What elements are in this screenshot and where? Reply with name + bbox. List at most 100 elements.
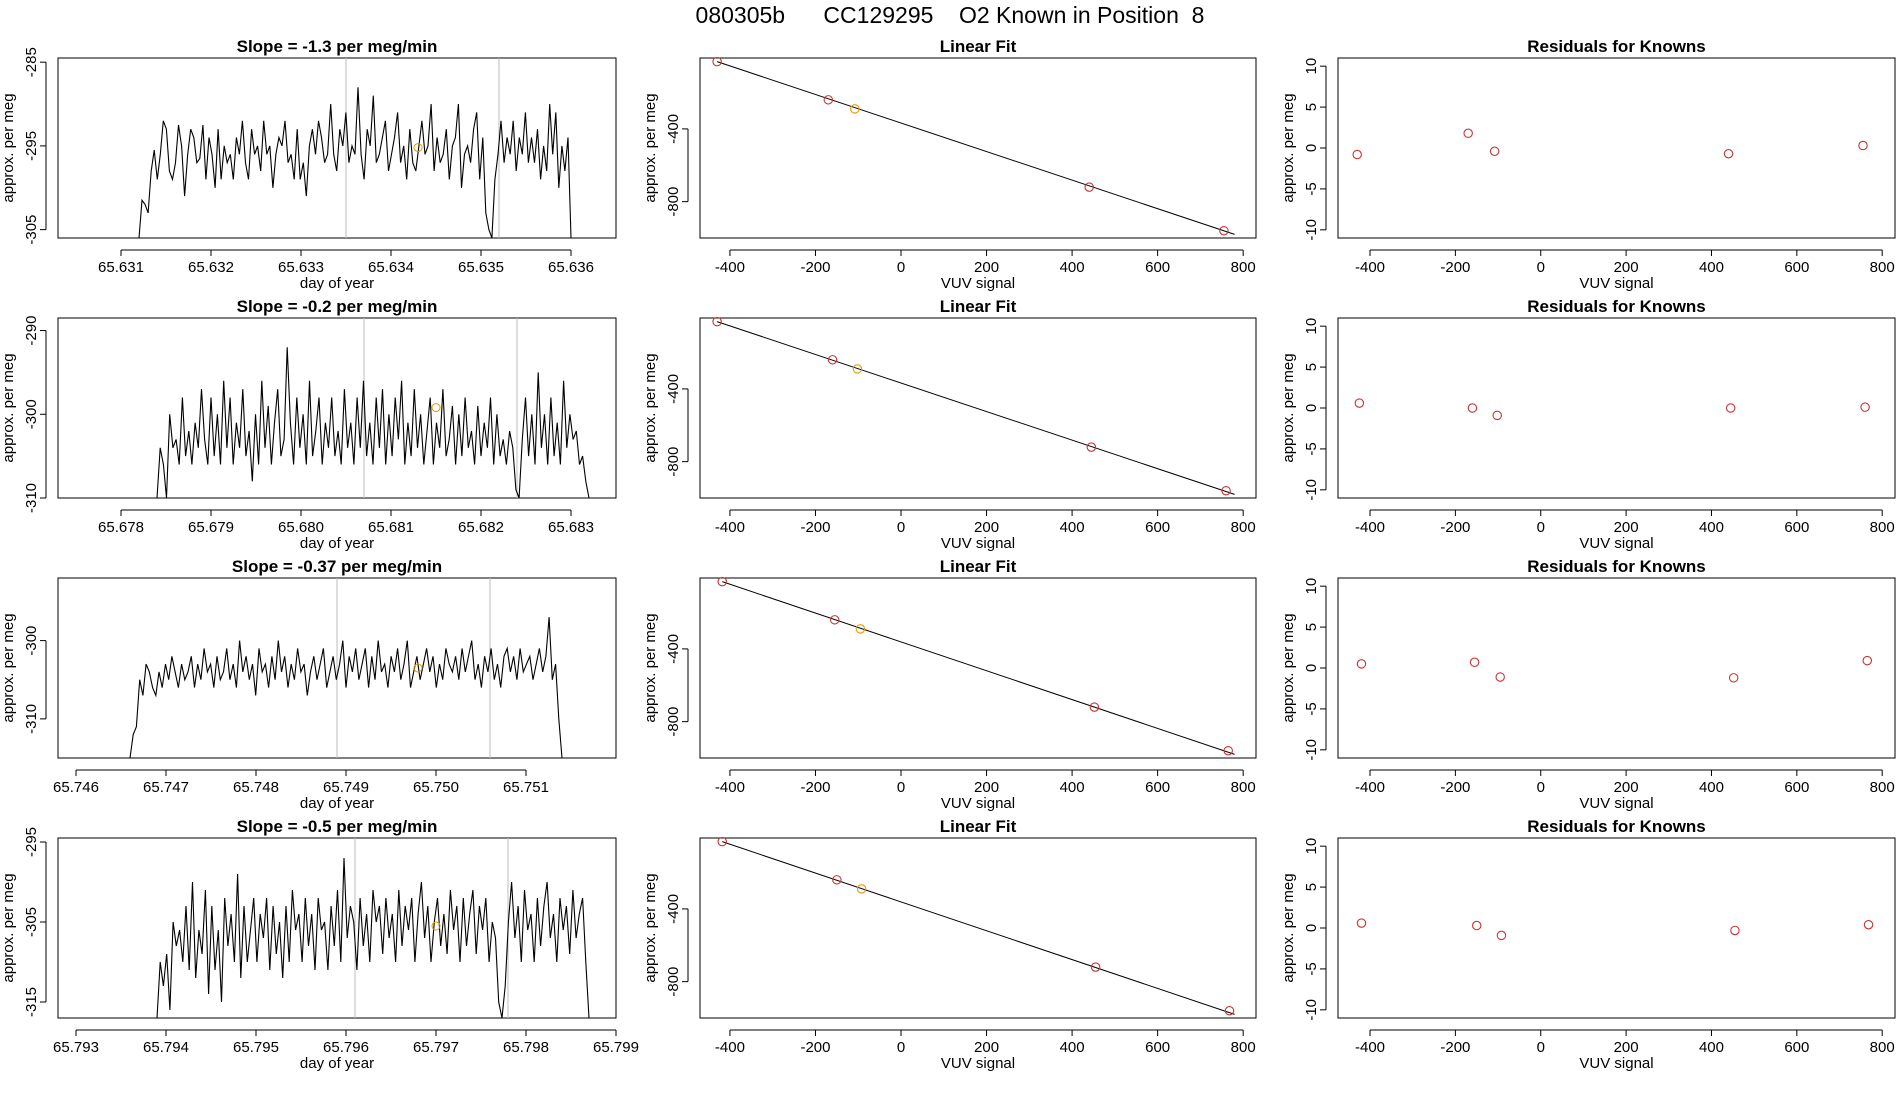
x-axis-label: day of year: [300, 535, 374, 552]
x-tick-label: 65.746: [53, 779, 99, 796]
data-point: [1495, 672, 1505, 682]
x-tick-label: 65.798: [503, 1039, 549, 1056]
x-tick-label: 65.679: [188, 519, 234, 536]
panel-title: Residuals for Knowns: [1527, 297, 1706, 316]
y-tick-label: -10: [1303, 999, 1320, 1021]
data-point: [1356, 659, 1367, 669]
x-tick-label: 400: [1699, 519, 1724, 536]
panel-r2-c1: Linear Fit -400 -200 0 200 400 600 800 VUV signa…: [642, 557, 1257, 812]
average-marker: [431, 403, 441, 413]
data-point: [1089, 702, 1100, 712]
data-point: [1860, 402, 1870, 412]
x-tick-label: 65.750: [413, 779, 459, 796]
fit-line: [716, 61, 1235, 235]
x-tick-label: 600: [1145, 519, 1170, 536]
y-axis-label: approx. per meg: [642, 93, 659, 202]
average-marker: [413, 663, 423, 673]
x-axis-label: VUV signal: [1579, 795, 1653, 812]
series-line: [138, 87, 572, 238]
x-tick-label: 65.751: [503, 779, 549, 796]
x-tick-label: -200: [1440, 519, 1470, 536]
x-tick-label: 600: [1784, 259, 1809, 276]
x-tick-label: 65.748: [233, 779, 279, 796]
y-axis-label: approx. per meg: [0, 873, 17, 982]
panel-title: Residuals for Knowns: [1527, 37, 1706, 56]
x-tick-label: 65.636: [548, 259, 594, 276]
y-tick-label: -800: [665, 707, 682, 737]
panel-title: Slope = -1.3 per meg/min: [237, 37, 438, 56]
data-point: [1492, 410, 1502, 421]
figure-title: 080305b CC129295 O2 Known in Position 8: [695, 2, 1205, 28]
x-tick-label: 800: [1231, 259, 1256, 276]
panel-title: Slope = -0.37 per meg/min: [232, 557, 442, 576]
data-point: [1728, 673, 1739, 683]
data-point: [1463, 128, 1473, 139]
panel-r0-c2: Residuals for Knowns -400 -200 0 200 400 600 80…: [1280, 37, 1896, 292]
plot-frame: [57, 317, 617, 499]
y-tick-label: 10: [1303, 838, 1320, 855]
data-point: [712, 56, 722, 67]
x-tick-label: 800: [1231, 779, 1256, 796]
x-tick-label: -200: [1440, 1039, 1470, 1056]
x-tick-label: 65.631: [98, 259, 144, 276]
y-tick-label: -10: [1303, 739, 1320, 761]
x-tick-label: -400: [1355, 1039, 1385, 1056]
x-axis-label: day of year: [300, 275, 374, 292]
panel-title: Linear Fit: [940, 297, 1017, 316]
x-tick-label: -400: [1355, 259, 1385, 276]
plot-frame: [57, 57, 617, 239]
x-tick-label: 600: [1145, 779, 1170, 796]
y-tick-label: -305: [23, 215, 40, 245]
plot-frame: [1337, 837, 1896, 1019]
x-tick-label: 0: [897, 519, 905, 536]
y-axis-label: approx. per meg: [1280, 613, 1297, 722]
data-point: [1858, 140, 1868, 151]
x-tick-label: 800: [1870, 519, 1895, 536]
data-point: [1356, 918, 1367, 928]
y-tick-label: 5: [1303, 103, 1320, 111]
x-axis-label: VUV signal: [941, 1055, 1015, 1072]
panel-title: Linear Fit: [940, 817, 1017, 836]
panel-r2-c0: Slope = -0.37 per meg/min 65.746 65.747 65.…: [0, 557, 617, 812]
x-axis-label: VUV signal: [1579, 1055, 1653, 1072]
panel-r1-c1: Linear Fit -400 -200 0 200 400 600 800 VUV signa…: [642, 297, 1257, 552]
x-tick-label: 0: [1537, 779, 1545, 796]
x-tick-label: 400: [1060, 259, 1085, 276]
x-tick-label: -200: [1440, 779, 1470, 796]
plot-frame: [1337, 577, 1896, 759]
data-point: [1219, 225, 1229, 236]
data-point: [852, 364, 863, 374]
data-point: [832, 875, 842, 885]
x-tick-label: 65.680: [278, 519, 324, 536]
y-tick-label: -400: [665, 894, 682, 924]
x-tick-label: -200: [800, 779, 830, 796]
x-tick-label: 800: [1870, 779, 1895, 796]
plot-frame: [699, 57, 1257, 239]
x-tick-label: -200: [800, 1039, 830, 1056]
y-axis-label: approx. per meg: [0, 353, 17, 462]
y-tick-label: 5: [1303, 883, 1320, 891]
y-tick-label: 10: [1303, 318, 1320, 335]
data-point: [1221, 485, 1231, 496]
panel-r0-c1: Linear Fit -400 -200 0 200 400 600 800 VUV signa…: [642, 37, 1257, 292]
series-line: [129, 617, 563, 758]
y-axis-label: approx. per meg: [642, 613, 659, 722]
panel-r2-c2: Residuals for Knowns -400 -200 0 200 400 600 80…: [1280, 557, 1896, 812]
x-tick-label: 200: [1614, 779, 1639, 796]
y-tick-label: -5: [1303, 962, 1320, 975]
y-tick-label: -310: [23, 483, 40, 513]
y-axis-label: approx. per meg: [1280, 353, 1297, 462]
data-point: [856, 884, 867, 894]
y-tick-label: 10: [1303, 578, 1320, 595]
average-marker: [431, 921, 441, 931]
x-tick-label: 65.796: [323, 1039, 369, 1056]
data-point: [717, 576, 727, 587]
plot-frame: [699, 317, 1257, 499]
y-tick-label: -10: [1303, 219, 1320, 241]
x-tick-label: -200: [800, 259, 830, 276]
series-line: [156, 857, 590, 1018]
y-tick-label: -5: [1303, 702, 1320, 715]
data-point: [1725, 403, 1736, 413]
data-point: [1223, 745, 1233, 756]
